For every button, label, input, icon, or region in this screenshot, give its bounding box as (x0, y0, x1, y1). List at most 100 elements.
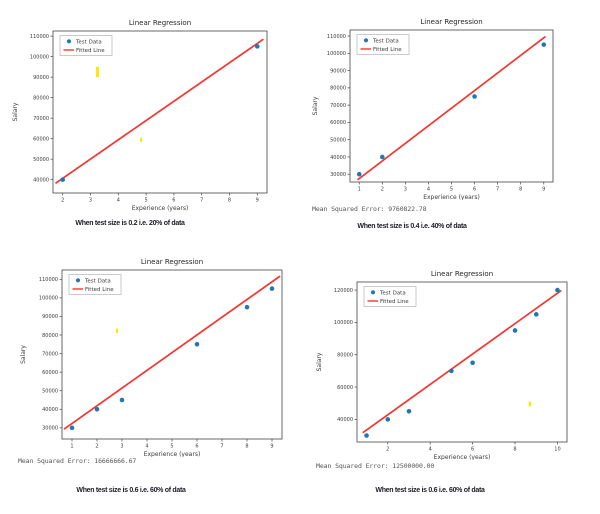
yellow-artifact-mark (95, 66, 99, 78)
y-tick-label: 80000 (33, 95, 49, 101)
test-data-point (119, 397, 125, 403)
y-tick-label: 40000 (33, 177, 49, 183)
mse-text-2: Mean Squared Error: 9760822.78 (312, 205, 427, 213)
y-tick-label: 90000 (330, 68, 346, 74)
yellow-artifact-mark (528, 401, 532, 407)
x-tick-label: 9 (542, 187, 545, 193)
mse-text-4: Mean Squared Error: 12500000.00 (316, 462, 435, 470)
test-data-point (364, 433, 369, 438)
chart-title: Linear Regression (141, 258, 203, 266)
y-tick-label: 50000 (330, 137, 346, 143)
plot-area (61, 269, 283, 440)
y-tick-label: 40000 (337, 417, 353, 423)
figure-caption-1: When test size is 0.2 i.e. 20% of data (75, 220, 185, 227)
test-data-point (254, 44, 260, 49)
y-axis-label: Salary (12, 102, 19, 121)
figure-caption-3: When test size is 0.6 i.e. 60% of data (76, 487, 186, 494)
x-tick-label: 8 (228, 198, 231, 204)
x-tick-label: 7 (220, 444, 223, 450)
y-tick-label: 70000 (33, 116, 49, 122)
test-data-point (472, 94, 477, 99)
x-tick-label: 6 (471, 447, 474, 453)
y-tick-label: 30000 (42, 426, 58, 432)
y-tick-label: 110000 (30, 34, 49, 40)
x-axis-label: Experience (years) (132, 205, 189, 212)
y-tick-label: 90000 (33, 75, 49, 81)
chart-title: Linear Regression (129, 19, 191, 27)
test-data-point (541, 42, 547, 47)
legend: Test Data Fitted Line (59, 35, 113, 56)
fitted-line (55, 38, 264, 184)
x-tick-label: 8 (519, 187, 522, 193)
test-data-point (406, 408, 412, 414)
test-data-point (385, 417, 391, 422)
x-tick-label: 5 (170, 444, 173, 450)
y-tick-label: 80000 (42, 333, 58, 339)
test-data-point (69, 425, 75, 431)
yellow-artifact-mark (140, 137, 143, 142)
x-tick-label: 5 (450, 187, 453, 193)
test-data-point (194, 341, 200, 347)
y-tick-label: 60000 (337, 385, 353, 391)
test-data-point (449, 368, 454, 374)
test-data-point (356, 171, 362, 177)
legend-marker-test-data-icon (370, 290, 376, 295)
chart-title: Linear Regression (420, 18, 482, 26)
x-axis-label: Experience (years) (144, 451, 201, 457)
linear-regression-chart-3: 30000 40000 50000 60000 70000 80000 90000 10000… (20, 258, 283, 457)
x-tick-label: 4 (117, 198, 120, 204)
legend-marker-test-data-icon (363, 38, 369, 43)
y-tick-label: 80000 (337, 353, 353, 359)
legend-marker-test-data-icon (66, 39, 72, 44)
x-tick-label: 3 (120, 444, 123, 450)
x-tick-label: 9 (270, 444, 273, 450)
x-tick-label: 4 (427, 187, 430, 193)
x-tick-label: 4 (429, 447, 432, 453)
y-tick-label: 60000 (330, 120, 346, 126)
test-data-point (512, 328, 518, 333)
legend-label-fitted-line: Fitted Line (373, 47, 402, 53)
x-tick-label: 4 (145, 444, 148, 450)
legend-label-test-data: Test Data (379, 290, 406, 296)
x-tick-label: 8 (245, 444, 248, 450)
figure-caption-4: When test size is 0.6 i.e. 60% of data (375, 487, 485, 494)
x-tick-label: 6 (195, 444, 198, 450)
y-tick-label: 50000 (33, 157, 49, 163)
legend-label-test-data: Test Data (75, 39, 102, 45)
x-tick-label: 1 (358, 187, 361, 193)
legend: Test Data Fitted Line (68, 274, 122, 295)
legend-label-fitted-line: Fitted Line (380, 299, 409, 305)
test-data-point (60, 177, 66, 182)
y-tick-label: 120000 (334, 288, 353, 294)
y-tick-label: 110000 (327, 34, 346, 40)
y-tick-label: 100000 (30, 54, 49, 60)
legend-label-test-data: Test Data (372, 38, 399, 44)
x-axis-label: Experience (years) (423, 194, 480, 200)
plot-area (52, 30, 268, 194)
figure-caption-2: When test size is 0.4 i.e. 40% of data (357, 223, 467, 230)
y-tick-label: 30000 (330, 172, 346, 178)
x-tick-label: 1 (70, 444, 73, 450)
y-tick-label: 80000 (330, 86, 346, 92)
x-tick-label: 10 (554, 447, 560, 453)
x-axis-label: Experience (years) (434, 454, 491, 460)
y-tick-label: 40000 (42, 407, 58, 413)
x-tick-label: 2 (386, 447, 389, 453)
x-tick-label: 2 (61, 198, 64, 204)
y-tick-label: 90000 (42, 314, 58, 320)
legend: Test Data Fitted Line (356, 34, 410, 55)
x-tick-label: 6 (172, 198, 175, 204)
fitted-line (362, 290, 562, 434)
x-tick-label: 9 (256, 198, 259, 204)
legend-label-test-data: Test Data (84, 278, 111, 284)
y-axis-label: Salary (316, 352, 323, 371)
test-data-point (269, 286, 275, 291)
test-data-point (533, 312, 539, 317)
y-tick-label: 60000 (33, 136, 49, 142)
linear-regression-chart-1: 40000 50000 60000 70000 80000 90000 100000 1100… (12, 19, 268, 212)
y-tick-label: 100000 (327, 51, 346, 57)
y-axis-label: Salary (312, 96, 319, 115)
test-data-point (379, 154, 385, 160)
y-tick-label: 100000 (39, 296, 58, 302)
test-data-point (470, 360, 475, 366)
